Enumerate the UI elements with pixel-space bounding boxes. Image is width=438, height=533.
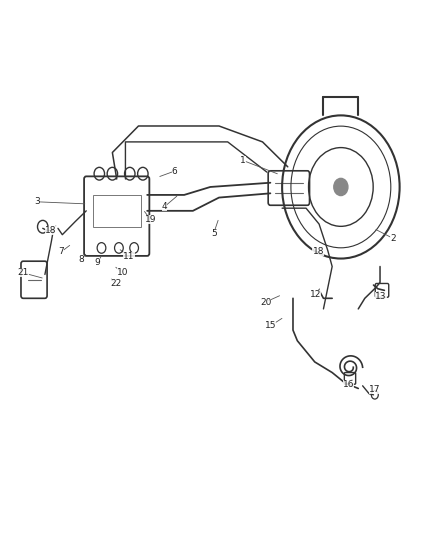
Text: 17: 17 [369,385,380,394]
Text: 16: 16 [343,379,354,389]
Text: 3: 3 [35,197,40,206]
Text: 11: 11 [123,253,134,262]
Circle shape [334,179,348,196]
Text: 20: 20 [260,297,271,306]
Text: 13: 13 [375,292,387,301]
Text: 18: 18 [45,226,57,235]
Bar [93,195,141,227]
Text: 4: 4 [162,202,167,211]
Text: 18: 18 [312,247,324,256]
Text: 21: 21 [18,268,29,277]
Text: 15: 15 [265,321,276,330]
Text: 1: 1 [240,156,246,165]
Text: 12: 12 [310,289,321,298]
Text: 2: 2 [390,234,396,243]
Text: 8: 8 [78,255,84,264]
Text: 6: 6 [172,166,177,175]
Text: 7: 7 [59,247,64,256]
Text: 9: 9 [94,258,100,266]
Text: 10: 10 [117,268,128,277]
Text: 5: 5 [211,229,217,238]
Text: 22: 22 [110,279,121,288]
Text: 19: 19 [145,215,156,224]
